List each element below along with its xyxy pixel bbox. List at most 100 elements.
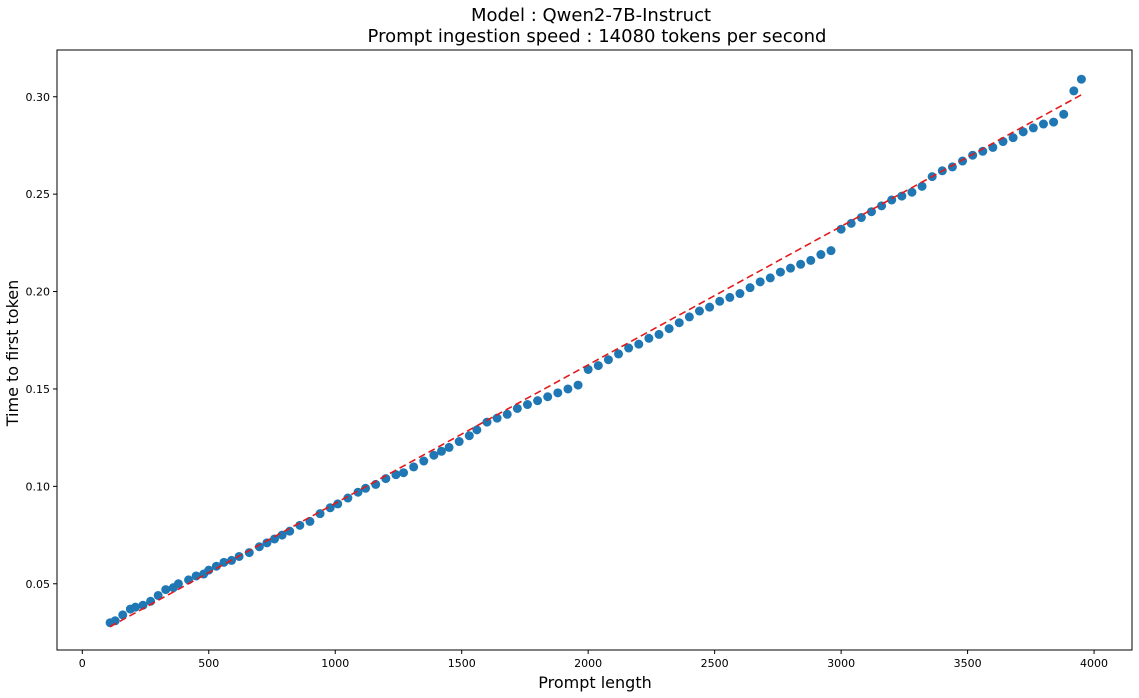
data-point	[130, 602, 140, 612]
data-point	[1038, 119, 1048, 129]
y-axis-label: Time to first token	[3, 280, 22, 427]
plot-frame	[56, 49, 1133, 651]
chart-subtitle: Prompt ingestion speed : 14080 tokens pe…	[368, 26, 827, 47]
data-point	[634, 339, 644, 349]
data-point	[1069, 86, 1079, 96]
fit-line	[109, 94, 1082, 628]
y-tick-label: 0.25	[26, 188, 51, 201]
data-point	[765, 273, 775, 283]
data-point	[1049, 117, 1059, 127]
plot-area	[57, 50, 1132, 650]
chart-title: Model : Qwen2-7B-Instruct	[471, 5, 711, 26]
data-point	[836, 224, 846, 234]
data-point	[603, 355, 613, 365]
data-point	[644, 333, 654, 343]
x-axis-ticks: 0 500 1000 1500 2000 2500 3000 3500 4000	[79, 650, 1108, 670]
data-point	[512, 403, 522, 413]
data-point	[153, 590, 163, 600]
data-point	[614, 349, 624, 359]
data-point	[409, 462, 419, 472]
data-point	[543, 392, 553, 402]
y-tick-label: 0.15	[26, 383, 51, 396]
data-point	[654, 329, 664, 339]
data-point	[745, 283, 755, 293]
data-point	[343, 493, 353, 503]
data-point	[674, 318, 684, 328]
data-point	[1008, 133, 1018, 143]
data-point	[978, 146, 988, 156]
data-point	[138, 600, 148, 610]
data-point	[917, 181, 927, 191]
data-point	[464, 431, 474, 441]
data-point	[522, 400, 532, 410]
x-tick-label: 1000	[321, 657, 349, 670]
data-point	[533, 396, 543, 406]
data-point	[429, 450, 439, 460]
data-point	[866, 207, 876, 217]
x-tick-label: 3000	[827, 657, 855, 670]
data-point	[353, 487, 363, 497]
data-point	[454, 437, 464, 447]
y-tick-label: 0.30	[26, 91, 51, 104]
data-point	[553, 388, 563, 398]
data-point	[573, 380, 583, 390]
data-point	[684, 312, 694, 322]
x-tick-label: 0	[79, 657, 86, 670]
fit-layer	[109, 94, 1082, 628]
y-tick-label: 0.05	[26, 578, 51, 591]
data-point	[856, 213, 866, 223]
data-point	[624, 343, 634, 353]
data-point	[593, 361, 603, 371]
x-tick-label: 1500	[448, 657, 476, 670]
data-point	[118, 610, 128, 620]
data-point	[191, 571, 201, 581]
data-point	[333, 499, 343, 509]
data-point	[755, 277, 765, 287]
data-point	[907, 187, 917, 197]
data-point	[244, 548, 254, 558]
y-tick-label: 0.20	[26, 286, 51, 299]
x-tick-label: 4000	[1080, 657, 1108, 670]
data-point	[735, 289, 745, 299]
data-point	[806, 255, 816, 265]
data-point	[816, 250, 826, 260]
data-point	[775, 267, 785, 277]
data-point	[219, 557, 229, 567]
data-point	[361, 483, 371, 493]
data-point	[161, 585, 171, 595]
data-point	[391, 470, 401, 480]
data-point	[110, 616, 120, 626]
data-point	[583, 364, 593, 374]
data-point	[725, 292, 735, 302]
data-point	[502, 409, 512, 419]
data-point	[315, 509, 325, 519]
data-point	[1028, 123, 1038, 133]
x-tick-label: 500	[198, 657, 219, 670]
x-tick-label: 3500	[954, 657, 982, 670]
data-point	[826, 246, 836, 256]
data-point	[715, 296, 725, 306]
data-point	[270, 534, 280, 544]
data-point	[563, 384, 573, 394]
y-tick-label: 0.10	[26, 480, 51, 493]
data-point	[664, 324, 674, 334]
data-point	[786, 263, 796, 273]
data-point	[399, 468, 409, 478]
data-point	[204, 565, 214, 575]
data-point	[173, 579, 183, 589]
data-point	[254, 542, 264, 552]
data-point	[436, 446, 446, 456]
data-point	[472, 425, 482, 435]
x-tick-label: 2000	[574, 657, 602, 670]
data-point	[419, 456, 429, 466]
data-point	[492, 413, 502, 423]
data-point	[705, 302, 715, 312]
data-point	[262, 538, 272, 548]
data-point	[897, 191, 907, 201]
data-point	[796, 259, 806, 269]
data-point	[846, 218, 856, 228]
data-point	[1076, 74, 1086, 84]
x-tick-label: 2500	[701, 657, 729, 670]
data-point	[1018, 127, 1028, 137]
